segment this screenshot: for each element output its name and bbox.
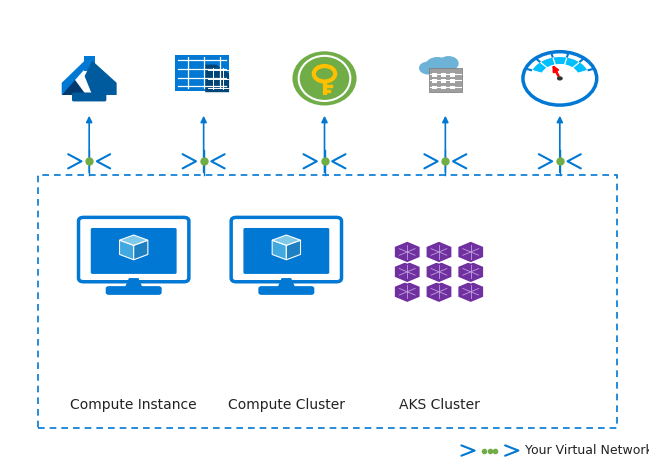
- Polygon shape: [62, 78, 86, 95]
- Polygon shape: [426, 241, 452, 263]
- Polygon shape: [84, 56, 95, 70]
- Bar: [429, 68, 462, 92]
- Bar: [432, 86, 437, 89]
- Polygon shape: [119, 235, 148, 245]
- Bar: [441, 79, 446, 83]
- Polygon shape: [84, 61, 117, 95]
- Polygon shape: [540, 57, 556, 68]
- Polygon shape: [124, 278, 143, 289]
- Text: AKS Cluster: AKS Cluster: [398, 399, 480, 412]
- Polygon shape: [532, 62, 547, 73]
- FancyBboxPatch shape: [91, 228, 177, 274]
- FancyBboxPatch shape: [175, 55, 229, 91]
- FancyBboxPatch shape: [72, 93, 106, 102]
- Ellipse shape: [293, 51, 356, 105]
- Polygon shape: [426, 281, 452, 303]
- Polygon shape: [458, 241, 484, 263]
- Circle shape: [425, 57, 450, 74]
- Bar: [450, 86, 455, 89]
- Polygon shape: [276, 278, 296, 289]
- Polygon shape: [205, 64, 229, 92]
- Text: Compute Cluster: Compute Cluster: [228, 399, 345, 412]
- Bar: [432, 79, 437, 83]
- Text: Your Virtual Network: Your Virtual Network: [526, 444, 649, 457]
- Polygon shape: [553, 56, 567, 65]
- Text: Compute Instance: Compute Instance: [70, 399, 197, 412]
- FancyBboxPatch shape: [243, 228, 329, 274]
- Bar: [450, 79, 455, 83]
- Polygon shape: [565, 57, 580, 68]
- Polygon shape: [62, 61, 92, 95]
- Bar: [441, 86, 446, 89]
- Polygon shape: [572, 62, 588, 73]
- Circle shape: [419, 62, 437, 74]
- Polygon shape: [134, 240, 148, 260]
- Bar: [441, 73, 446, 77]
- Polygon shape: [286, 240, 300, 260]
- Polygon shape: [394, 281, 421, 303]
- Bar: [450, 73, 455, 77]
- Bar: [432, 73, 437, 77]
- Polygon shape: [458, 281, 484, 303]
- Circle shape: [438, 56, 459, 71]
- FancyBboxPatch shape: [258, 286, 314, 295]
- FancyBboxPatch shape: [106, 286, 162, 295]
- FancyBboxPatch shape: [79, 218, 189, 282]
- Circle shape: [523, 52, 596, 105]
- FancyBboxPatch shape: [231, 218, 341, 282]
- Polygon shape: [426, 261, 452, 283]
- Circle shape: [557, 76, 563, 80]
- Polygon shape: [394, 261, 421, 283]
- Polygon shape: [272, 235, 300, 245]
- Polygon shape: [394, 241, 421, 263]
- Polygon shape: [458, 261, 484, 283]
- Polygon shape: [272, 240, 286, 260]
- FancyBboxPatch shape: [423, 63, 453, 71]
- Polygon shape: [119, 240, 134, 260]
